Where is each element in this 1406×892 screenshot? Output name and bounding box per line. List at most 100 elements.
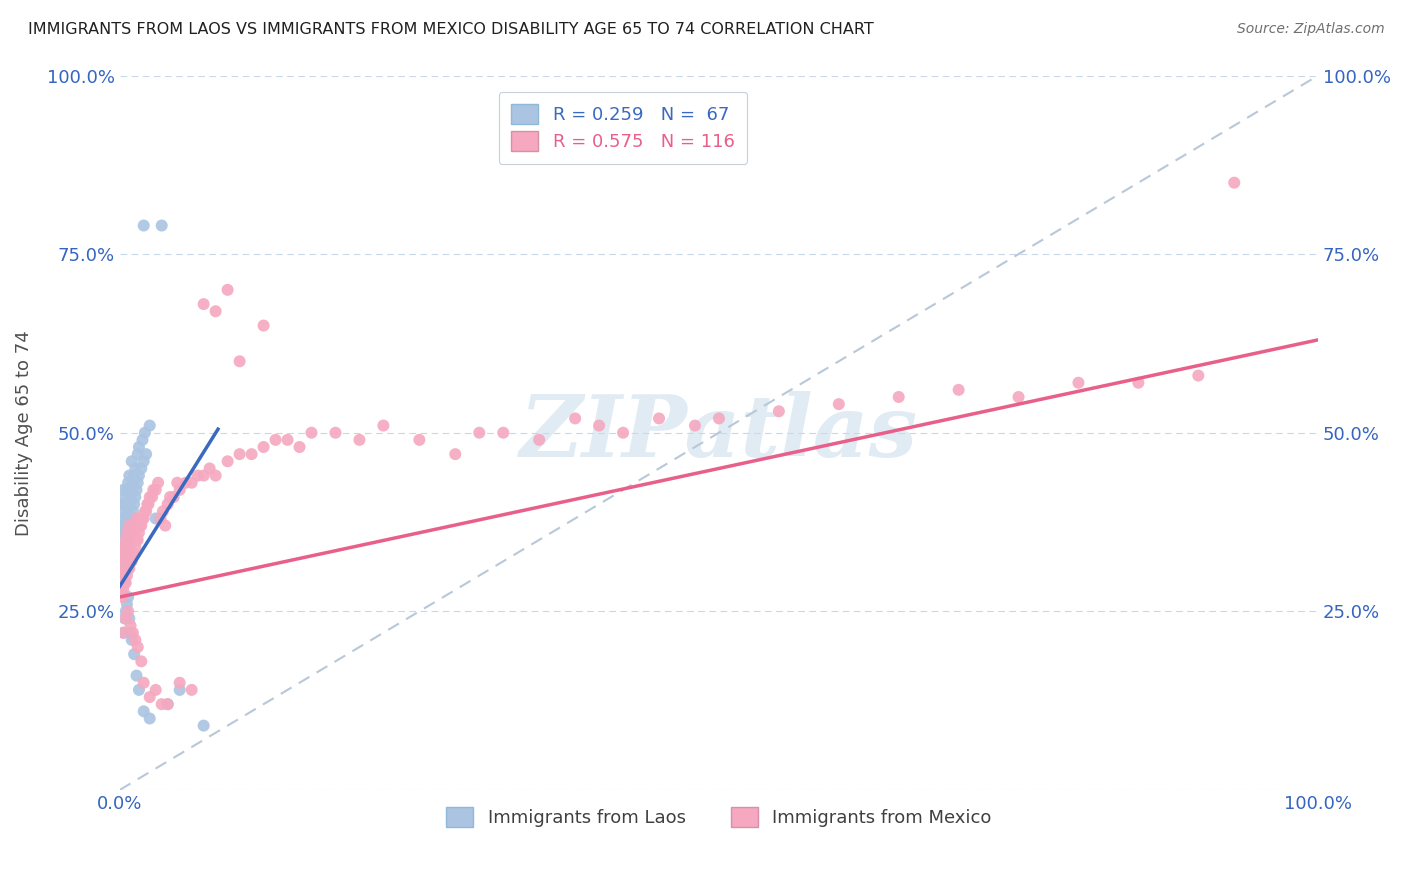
- Point: [112, 547, 135, 561]
- Point: [135, 504, 157, 518]
- Point: [180, 682, 202, 697]
- Point: [114, 554, 136, 568]
- Point: [114, 575, 136, 590]
- Point: [122, 625, 145, 640]
- Point: [132, 511, 155, 525]
- Point: [114, 561, 136, 575]
- Point: [683, 418, 706, 433]
- Point: [120, 533, 142, 547]
- Point: [132, 704, 155, 718]
- Point: [114, 497, 136, 511]
- Text: Source: ZipAtlas.com: Source: ZipAtlas.com: [1237, 22, 1385, 37]
- Point: [136, 497, 159, 511]
- Point: [145, 511, 167, 525]
- Point: [112, 540, 135, 554]
- Point: [122, 504, 145, 518]
- Point: [252, 318, 274, 333]
- Point: [115, 540, 138, 554]
- Point: [198, 461, 221, 475]
- Point: [169, 483, 191, 497]
- Point: [124, 490, 146, 504]
- Point: [132, 675, 155, 690]
- Point: [152, 504, 174, 518]
- Point: [444, 447, 467, 461]
- Point: [1187, 368, 1209, 383]
- Point: [204, 468, 226, 483]
- Text: IMMIGRANTS FROM LAOS VS IMMIGRANTS FROM MEXICO DISABILITY AGE 65 TO 74 CORRELATI: IMMIGRANTS FROM LAOS VS IMMIGRANTS FROM …: [28, 22, 875, 37]
- Point: [121, 533, 143, 547]
- Point: [120, 490, 142, 504]
- Point: [887, 390, 910, 404]
- Point: [134, 504, 156, 518]
- Point: [122, 525, 145, 540]
- Legend: Immigrants from Laos, Immigrants from Mexico: Immigrants from Laos, Immigrants from Me…: [439, 800, 998, 835]
- Point: [111, 590, 134, 604]
- Text: ZIPatlas: ZIPatlas: [520, 391, 918, 475]
- Point: [166, 475, 188, 490]
- Point: [114, 547, 136, 561]
- Point: [174, 475, 197, 490]
- Point: [138, 711, 160, 725]
- Point: [115, 525, 138, 540]
- Point: [131, 461, 153, 475]
- Point: [228, 354, 250, 368]
- Point: [145, 483, 167, 497]
- Point: [264, 433, 287, 447]
- Point: [111, 554, 134, 568]
- Point: [111, 497, 134, 511]
- Point: [138, 418, 160, 433]
- Point: [120, 618, 142, 632]
- Point: [125, 483, 148, 497]
- Point: [204, 304, 226, 318]
- Point: [180, 475, 202, 490]
- Point: [117, 540, 139, 554]
- Point: [112, 518, 135, 533]
- Point: [117, 561, 139, 575]
- Point: [117, 604, 139, 618]
- Point: [129, 518, 152, 533]
- Point: [141, 490, 163, 504]
- Point: [117, 533, 139, 547]
- Point: [193, 297, 215, 311]
- Point: [114, 575, 136, 590]
- Point: [120, 518, 142, 533]
- Point: [124, 518, 146, 533]
- Point: [112, 561, 135, 575]
- Point: [111, 561, 134, 575]
- Point: [135, 447, 157, 461]
- Point: [118, 561, 141, 575]
- Point: [110, 568, 132, 582]
- Point: [122, 647, 145, 661]
- Point: [122, 525, 145, 540]
- Point: [122, 547, 145, 561]
- Point: [111, 525, 134, 540]
- Point: [149, 511, 172, 525]
- Point: [127, 447, 149, 461]
- Point: [115, 483, 138, 497]
- Point: [127, 640, 149, 654]
- Point: [121, 632, 143, 647]
- Point: [156, 697, 179, 711]
- Point: [118, 518, 141, 533]
- Point: [325, 425, 347, 440]
- Point: [134, 425, 156, 440]
- Point: [124, 632, 146, 647]
- Point: [707, 411, 730, 425]
- Point: [115, 568, 138, 582]
- Point: [120, 554, 142, 568]
- Point: [124, 461, 146, 475]
- Point: [1067, 376, 1090, 390]
- Point: [114, 611, 136, 625]
- Point: [163, 490, 186, 504]
- Point: [127, 533, 149, 547]
- Point: [131, 511, 153, 525]
- Point: [127, 511, 149, 525]
- Point: [187, 468, 209, 483]
- Point: [122, 468, 145, 483]
- Point: [138, 497, 160, 511]
- Point: [228, 447, 250, 461]
- Point: [114, 490, 136, 504]
- Point: [111, 568, 134, 582]
- Point: [115, 547, 138, 561]
- Point: [112, 582, 135, 597]
